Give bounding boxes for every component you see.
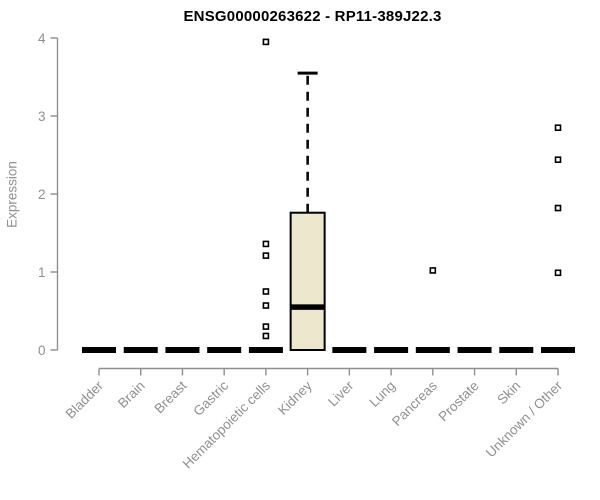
outlier-point-hematopoietic-cells	[262, 38, 270, 46]
median-line-unknown-other	[541, 347, 575, 353]
outlier-point-hematopoietic-cells	[262, 252, 270, 259]
x-tick-label-unknown-other: Unknown / Other	[483, 378, 566, 461]
outlier-point-unknown-other	[554, 269, 562, 277]
median-line-prostate	[457, 347, 492, 353]
x-tick-label-gastric: Gastric	[190, 378, 231, 419]
y-tick-label: 1	[38, 265, 46, 280]
x-tick-label-kidney: Kidney	[275, 378, 315, 418]
outlier-point-unknown-other	[554, 124, 562, 131]
outlier-point-unknown-other	[554, 156, 562, 163]
outlier-point-hematopoietic-cells	[262, 302, 270, 309]
box-kidney	[289, 211, 326, 351]
x-tick-label-lung: Lung	[366, 378, 398, 410]
median-line-brain	[123, 347, 158, 353]
y-tick-label: 4	[38, 31, 46, 46]
outlier-point-hematopoietic-cells	[262, 240, 270, 248]
median-line-liver	[332, 347, 367, 353]
x-tick-label-prostate: Prostate	[436, 378, 482, 424]
x-tick-label-liver: Liver	[325, 378, 357, 410]
outlier-point-hematopoietic-cells	[262, 323, 270, 330]
median-line-gastric	[207, 347, 242, 353]
median-line-kidney	[290, 304, 325, 310]
median-line-hematopoietic-cells	[248, 347, 283, 353]
outlier-point-unknown-other	[554, 204, 562, 212]
x-tick-label-bladder: Bladder	[63, 378, 107, 422]
median-line-pancreas	[415, 347, 450, 353]
median-line-lung	[374, 347, 409, 353]
chart-title: ENSG00000263622 - RP11-389J22.3	[183, 8, 442, 25]
median-line-bladder	[82, 347, 116, 353]
outlier-point-hematopoietic-cells	[262, 332, 270, 340]
x-tick-label-brain: Brain	[115, 378, 148, 411]
y-tick-label: 3	[38, 109, 46, 124]
x-tick-label-skin: Skin	[494, 378, 523, 407]
outlier-point-pancreas	[429, 267, 437, 274]
y-tick-label: 0	[38, 343, 46, 358]
outlier-point-hematopoietic-cells	[262, 288, 270, 295]
y-tick-label: 2	[38, 187, 46, 202]
x-tick-label-pancreas: Pancreas	[389, 378, 440, 429]
median-line-breast	[165, 347, 200, 353]
x-tick-label-breast: Breast	[151, 378, 189, 416]
median-line-skin	[499, 347, 534, 353]
